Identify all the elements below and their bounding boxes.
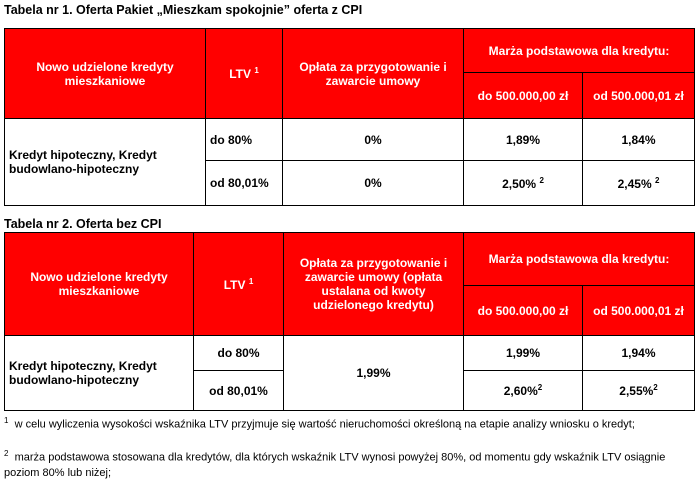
cell-text: 2,45% [617,176,652,191]
header-cell: Nowo udzielone kredyty mieszkaniowe [4,28,206,119]
cell: do 80% [205,118,283,161]
footnote-ref: 2 [537,383,543,392]
cell-text: 2,50% [502,176,537,191]
cell: 2,50% 2 [463,160,583,206]
footnote-ref: 1 [254,66,259,75]
footnote-mark: 1 [4,416,9,425]
cell: 1,99% [283,335,464,411]
cell-text: 2,55% [619,384,654,398]
cell: 1,94% [581,335,696,371]
footnote-text: marża podstawowa stosowana dla kredytów,… [4,451,666,479]
row-label: Kredyt hipoteczny, Kredyt budowlano-hipo… [4,335,194,411]
table-caption: Tabela nr 2. Oferta bez CPI [4,217,162,231]
header-cell: Marża podstawowa dla kredytu: [462,28,696,73]
header-text: LTV [229,67,251,81]
footnote-ref: 2 [653,383,658,392]
cell: 2,55%2 [581,370,696,411]
cell: 1,84% [581,118,696,161]
table-caption: Tabela nr 1. Oferta Pakiet „Mieszkam spo… [4,3,363,17]
cell: od 80,01% [193,370,284,411]
header-cell: Opłata za przygotowanie i zawarcie umowy… [283,232,464,336]
header-cell: od 500.000,01 zł [581,285,696,336]
footnote-ref: 1 [248,276,254,286]
footnote-text: w celu wyliczenia wysokości wskaźnika LT… [14,418,635,431]
header-cell: Marża podstawowa dla kredytu: [462,232,696,286]
footnote: 1 w celu wyliczenia wysokości wskaźnika … [4,413,694,433]
table: Nowo udzielone kredyty mieszkaniowe LTV … [4,28,696,206]
header-cell: od 500.000,01 zł [581,72,696,119]
header-cell: do 500.000,00 zł [463,285,583,336]
header-cell: LTV 1 [193,232,284,336]
table: Nowo udzielone kredyty mieszkaniowe LTV … [4,232,696,411]
row-label: Kredyt hipoteczny, Kredyt budowlano-hipo… [4,118,206,206]
cell: 2,60%2 [463,370,583,411]
header-cell: LTV 1 [205,28,283,119]
header-text: LTV [223,277,246,292]
cell: 0% [282,118,464,161]
cell: do 80% [193,335,284,371]
footnote-ref: 2 [539,175,544,185]
footnote-ref: 2 [654,175,660,185]
cell: 0% [282,160,464,206]
cell: 1,89% [463,118,583,161]
header-cell: Nowo udzielone kredyty mieszkaniowe [4,232,194,336]
cell-text: 2,60% [503,384,538,398]
header-cell: Opłata za przygotowanie i zawarcie umowy [282,28,464,119]
cell: 2,45% 2 [581,160,696,206]
footnote: 2 marża podstawowa stosowana dla kredytó… [4,446,694,481]
footnote-mark: 2 [4,449,9,458]
header-cell: do 500.000,00 zł [463,72,583,119]
cell: od 80,01% [205,160,283,206]
cell: 1,99% [463,335,583,371]
